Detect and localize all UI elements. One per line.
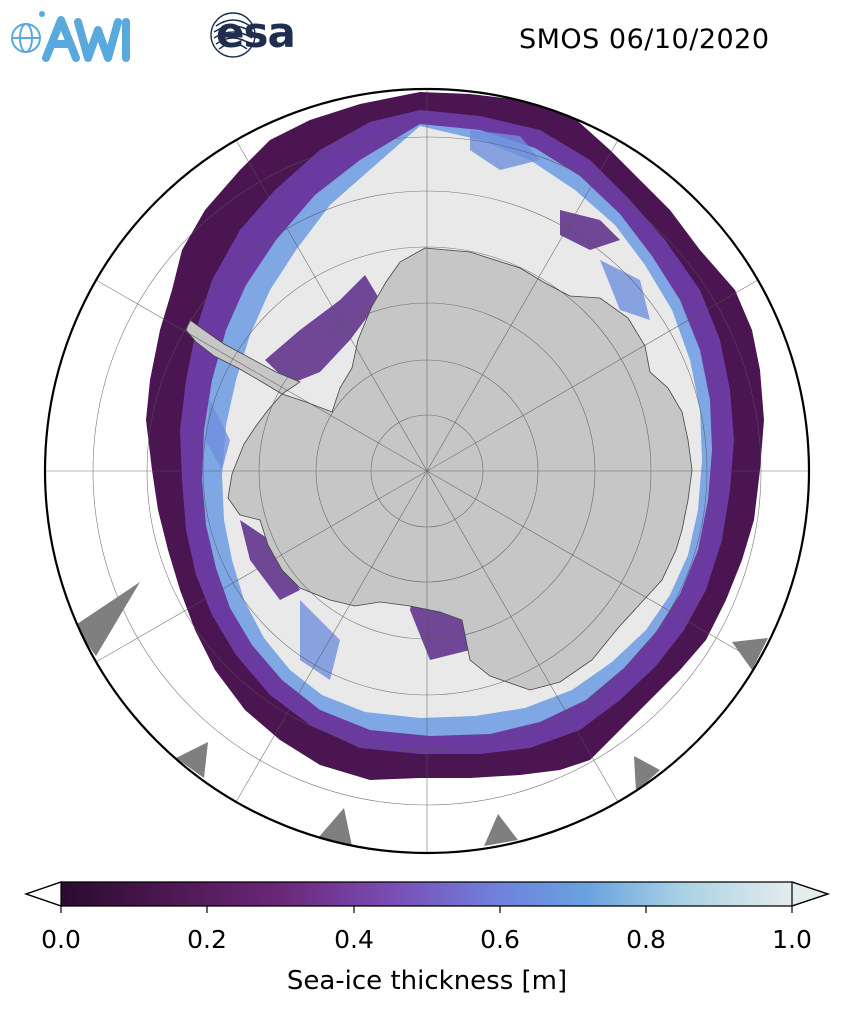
colorbar-tick: 0.8 [626,925,666,954]
colorbar-tick: 0.0 [41,925,81,954]
colorbar-extend-high [791,881,830,907]
awi-logo [11,11,130,62]
missing-data-wedges [74,582,768,846]
colorbar-tick: 0.2 [187,925,227,954]
esa-logo-text: esa [216,8,296,57]
awi-star-icon [39,11,45,17]
esa-logo-mark [210,12,256,58]
colorbar-extend-low [24,881,62,907]
awi-globe-icon [11,23,41,53]
graticule [45,89,809,853]
colorbar [24,881,830,913]
colorbar-tick: 0.4 [334,925,374,954]
colorbar-label: Sea-ice thickness [m] [286,966,568,996]
antarctic-peninsula [185,319,301,395]
map-title: SMOS 06/10/2020 [519,24,770,55]
colorbar-tick: 1.0 [772,925,812,954]
antarctica-land [227,247,693,691]
map-boundary [43,87,811,855]
colorbar-tick: 0.6 [480,925,520,954]
awi-letters [42,16,130,62]
sea-ice-blue-patches [205,130,650,680]
